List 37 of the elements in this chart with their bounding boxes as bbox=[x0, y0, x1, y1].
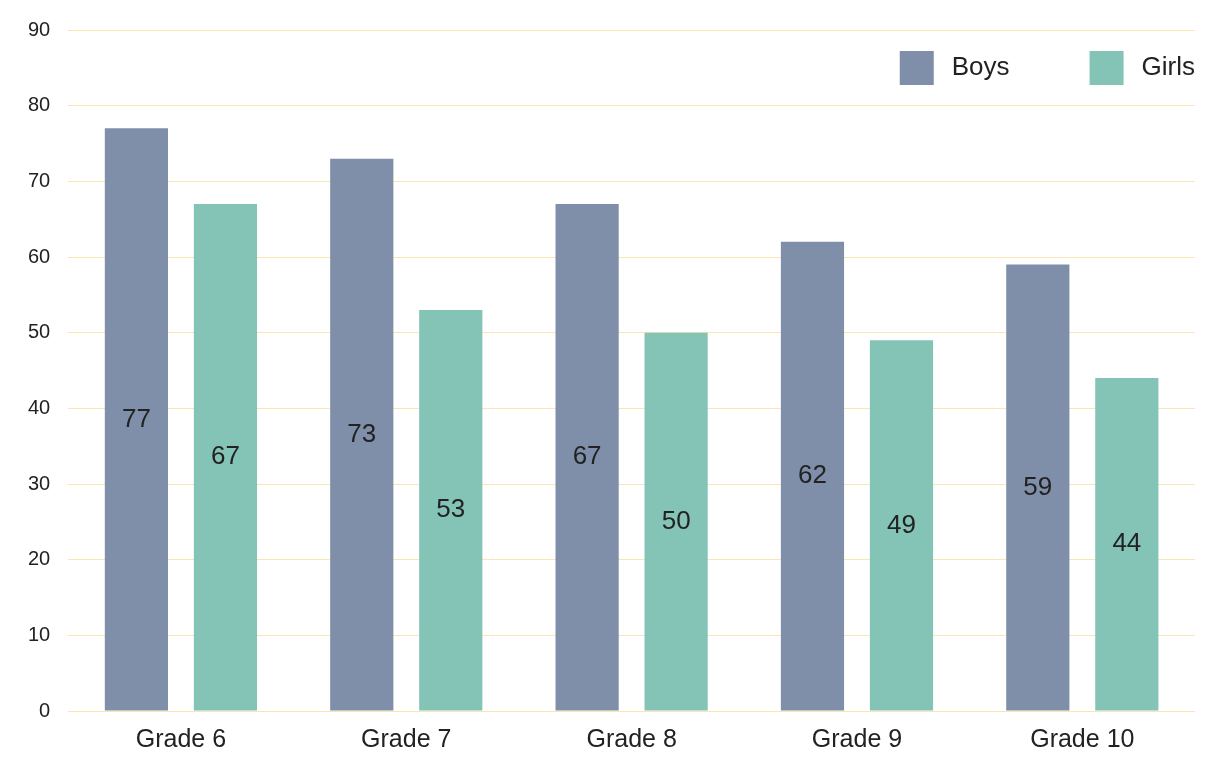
bar bbox=[104, 128, 169, 711]
bar bbox=[644, 332, 708, 711]
y-tick-label: 0 bbox=[39, 698, 51, 721]
y-tick-label: 20 bbox=[28, 547, 51, 570]
bar bbox=[780, 241, 845, 711]
data-label: 62 bbox=[798, 459, 827, 490]
y-tick-label: 50 bbox=[28, 320, 51, 343]
bar bbox=[555, 204, 619, 711]
bar bbox=[1095, 378, 1159, 711]
x-tick-label: Grade 9 bbox=[811, 723, 903, 752]
y-tick-label: 60 bbox=[28, 244, 51, 267]
y-tick-label: 80 bbox=[28, 93, 51, 116]
data-label: 73 bbox=[347, 417, 377, 448]
bar bbox=[869, 340, 934, 711]
x-tick-label: Grade 8 bbox=[586, 723, 677, 752]
data-label: 44 bbox=[1112, 527, 1142, 558]
data-label: 49 bbox=[887, 508, 916, 539]
x-tick-label: Grade 6 bbox=[135, 723, 227, 752]
data-label: 77 bbox=[121, 402, 151, 433]
y-tick-label: 30 bbox=[28, 471, 51, 494]
y-tick-label: 90 bbox=[28, 17, 51, 40]
data-label: 53 bbox=[436, 493, 466, 524]
y-tick-label: 10 bbox=[28, 622, 51, 645]
y-tick-label: 40 bbox=[28, 395, 51, 418]
data-label: 59 bbox=[1023, 470, 1053, 501]
y-tick-label: 70 bbox=[28, 168, 51, 191]
bar bbox=[419, 309, 483, 711]
bar bbox=[1006, 264, 1070, 711]
legend-label: Boys bbox=[951, 51, 1010, 82]
legend-label: Girls bbox=[1141, 51, 1195, 82]
data-label: 67 bbox=[572, 440, 602, 471]
data-label: 67 bbox=[210, 440, 240, 471]
x-tick-label: Grade 7 bbox=[361, 723, 452, 752]
bar bbox=[330, 158, 394, 711]
data-label: 50 bbox=[661, 504, 691, 535]
bar bbox=[193, 204, 258, 711]
x-tick-label: Grade 10 bbox=[1030, 723, 1135, 752]
